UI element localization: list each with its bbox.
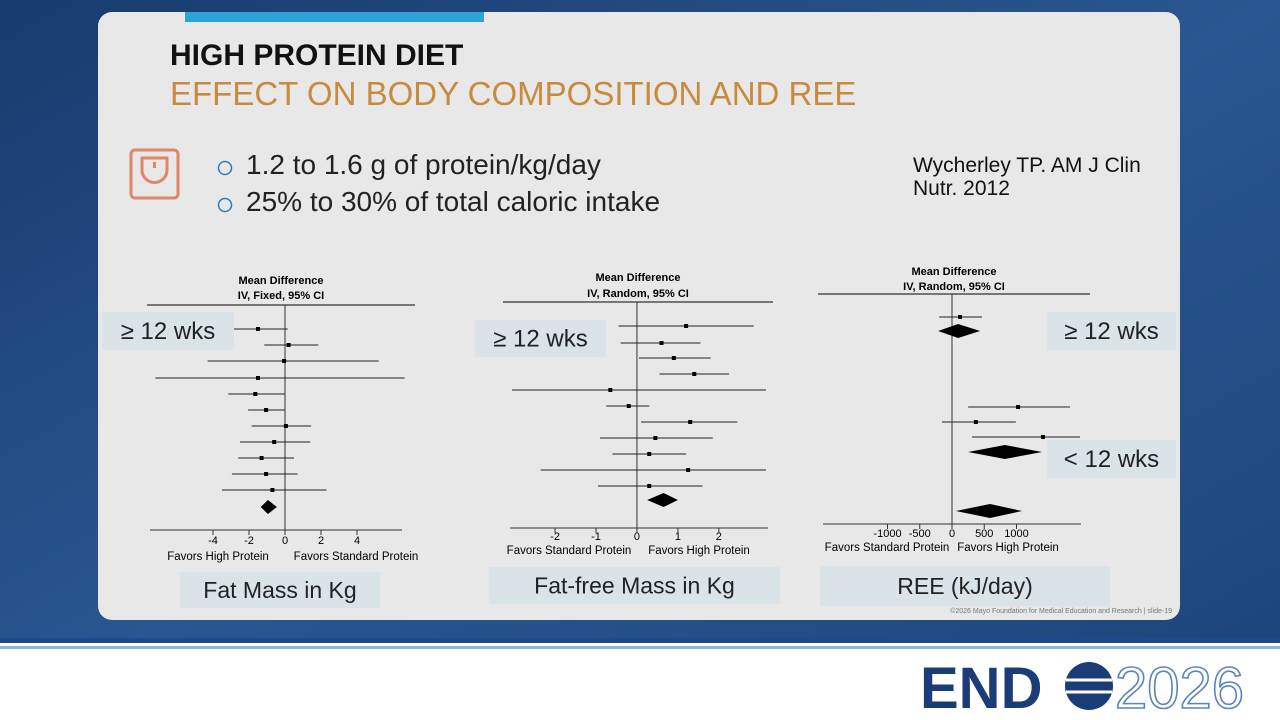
x-tick-label: 1 bbox=[675, 531, 681, 543]
header: IV, Random, 95% CI bbox=[587, 288, 689, 300]
x-label: Favors Standard Protein bbox=[507, 545, 632, 557]
estimate bbox=[653, 436, 658, 440]
annotation-box bbox=[102, 312, 234, 350]
estimate bbox=[671, 356, 676, 360]
caption: REE (kJ/day) bbox=[897, 573, 1032, 599]
summary-diamond bbox=[260, 500, 277, 514]
slide-card bbox=[98, 12, 1180, 620]
bullet bbox=[217, 197, 233, 213]
estimate bbox=[282, 359, 287, 363]
estimate bbox=[1040, 435, 1045, 439]
accent-bar bbox=[185, 12, 484, 22]
summary-diamond bbox=[938, 324, 981, 338]
bullet bbox=[217, 160, 233, 176]
estimate bbox=[958, 315, 963, 319]
estimate bbox=[256, 376, 260, 380]
x-tick-label: -1000 bbox=[873, 528, 901, 540]
scale-icon bbox=[129, 148, 180, 200]
estimate bbox=[626, 404, 631, 408]
x-tick-label: -1 bbox=[591, 531, 601, 543]
summary-diamond bbox=[968, 445, 1042, 459]
x-label: Favors Standard Protein bbox=[294, 551, 419, 563]
logo-text: END bbox=[920, 656, 1042, 720]
x-tick-label: -2 bbox=[244, 535, 254, 547]
bullet-text: 1.2 to 1.6 g of protein/kg/day bbox=[246, 149, 601, 180]
caption: Fat-free Mass in Kg bbox=[534, 573, 735, 599]
charts: Mean Difference IV, Fixed, 95% CI -4 -2 0 2 4 F… bbox=[102, 266, 1176, 608]
annotation-box bbox=[475, 320, 606, 357]
x-tick-label: 2 bbox=[318, 535, 324, 547]
header: IV, Fixed, 95% CI bbox=[238, 290, 324, 302]
x-label: Favors Standard Protein bbox=[825, 542, 950, 554]
estimate bbox=[270, 488, 275, 492]
estimate bbox=[259, 456, 264, 460]
estimate bbox=[647, 484, 652, 488]
estimate bbox=[256, 327, 260, 331]
estimate bbox=[692, 372, 697, 376]
logo-globe bbox=[1065, 662, 1113, 710]
bullet-text: 25% to 30% of total caloric intake bbox=[246, 186, 660, 217]
estimate bbox=[973, 420, 978, 424]
header: IV, Random, 95% CI bbox=[903, 281, 1005, 293]
annotation: ≥ 12 wks bbox=[121, 318, 216, 345]
estimate bbox=[686, 468, 691, 472]
x-tick-label: 500 bbox=[975, 528, 993, 540]
estimate bbox=[264, 472, 269, 476]
caption-box bbox=[489, 567, 780, 604]
x-tick-label: 0 bbox=[282, 535, 288, 547]
estimate bbox=[283, 424, 288, 428]
annotation-box bbox=[1047, 440, 1176, 478]
copyright: ©2026 Mayo Foundation for Medical Educat… bbox=[950, 607, 1172, 615]
header: Mean Difference bbox=[912, 266, 997, 278]
x-tick-label: 0 bbox=[634, 531, 640, 543]
estimate bbox=[264, 408, 269, 412]
annotation: < 12 wks bbox=[1064, 446, 1159, 473]
x-label: Favors High Protein bbox=[957, 542, 1059, 554]
x-tick-label: 4 bbox=[354, 535, 360, 547]
caption-box bbox=[820, 566, 1110, 606]
subtitle: EFFECT ON BODY COMPOSITION AND REE bbox=[170, 75, 856, 112]
x-tick-label: -4 bbox=[208, 535, 218, 547]
estimate bbox=[688, 420, 693, 424]
annotation: ≥ 12 wks bbox=[493, 326, 588, 353]
estimate bbox=[1016, 405, 1021, 409]
estimate bbox=[647, 452, 652, 456]
summary-diamond bbox=[647, 493, 678, 507]
x-tick-label: -2 bbox=[550, 531, 560, 543]
estimate bbox=[286, 343, 291, 347]
estimate bbox=[684, 324, 689, 328]
estimate bbox=[659, 341, 664, 345]
annotation-box bbox=[1047, 312, 1176, 350]
x-label: Favors High Protein bbox=[167, 551, 269, 563]
x-tick-label: 1000 bbox=[1004, 528, 1028, 540]
x-tick-label: -500 bbox=[909, 528, 931, 540]
caption-box bbox=[180, 572, 380, 608]
header: Mean Difference bbox=[239, 275, 324, 287]
x-tick-label: 2 bbox=[716, 531, 722, 543]
summary-diamond bbox=[955, 504, 1022, 518]
estimate bbox=[608, 388, 613, 392]
x-tick-label: 0 bbox=[949, 528, 955, 540]
title: HIGH PROTEIN DIET bbox=[170, 39, 463, 72]
footer-line bbox=[0, 638, 1280, 643]
logo-year: 2026 bbox=[1115, 656, 1244, 720]
header: Mean Difference bbox=[596, 272, 681, 284]
citation: Wycherley TP. AM J Clin bbox=[913, 154, 1141, 177]
footer-line bbox=[0, 646, 1280, 649]
citation: Nutr. 2012 bbox=[913, 177, 1010, 200]
x-label: Favors High Protein bbox=[648, 545, 750, 557]
annotation: ≥ 12 wks bbox=[1064, 318, 1159, 345]
estimate bbox=[253, 392, 258, 396]
estimate bbox=[272, 440, 277, 444]
caption: Fat Mass in Kg bbox=[203, 577, 356, 603]
